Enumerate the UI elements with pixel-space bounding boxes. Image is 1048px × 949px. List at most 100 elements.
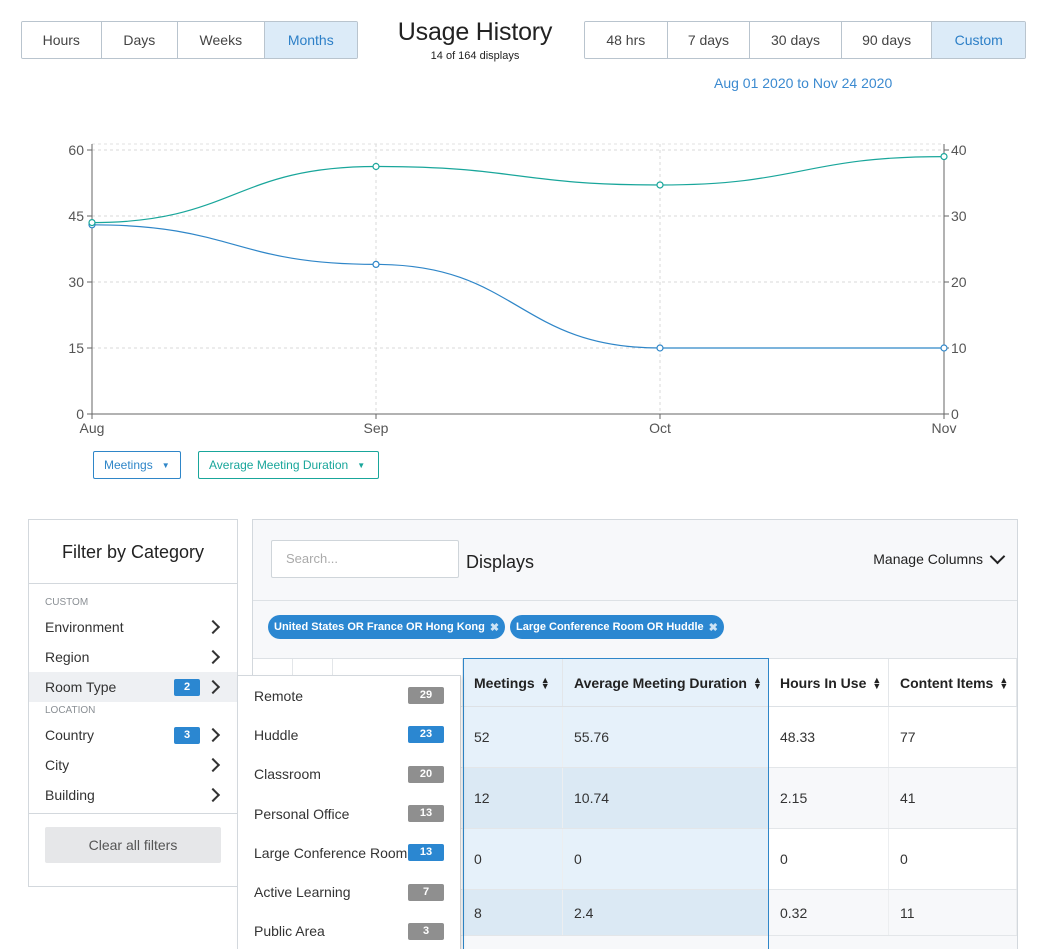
table-row[interactable]: 0 0 0 0 xyxy=(253,829,1017,890)
y-tick-label-right: 10 xyxy=(951,340,967,356)
y-tick-label-left: 45 xyxy=(68,208,84,224)
range-7days-button[interactable]: 7 days xyxy=(667,22,751,58)
remove-tag-icon[interactable]: ✖ xyxy=(489,621,500,634)
filter-item-city[interactable]: City xyxy=(29,750,237,780)
col-header-avg-duration[interactable]: Average Meeting Duration ▲ ▼ xyxy=(563,659,769,706)
active-filters: United States OR France OR Hong Kong ✖ L… xyxy=(253,600,1017,658)
filter-item-label: City xyxy=(45,757,70,773)
date-range-group: 48 hrs 7 days 30 days 90 days Custom xyxy=(584,21,1026,59)
col-header-label: Average Meeting Duration xyxy=(574,674,747,691)
room-type-option[interactable]: Large Conference Room 13 xyxy=(238,833,460,872)
filter-item-label: Environment xyxy=(45,619,124,635)
filter-count-badge: 3 xyxy=(174,726,200,744)
col-header-hours-in-use[interactable]: Hours In Use ▲ ▼ xyxy=(769,659,889,706)
option-count-badge: 20 xyxy=(408,765,444,783)
range-90days-button[interactable]: 90 days xyxy=(841,22,933,58)
table-row[interactable]: 52 55.76 48.33 77 xyxy=(253,707,1017,768)
option-count-badge: 3 xyxy=(408,922,444,940)
row-cell xyxy=(333,829,463,889)
option-count-badge: 23 xyxy=(408,726,444,744)
y-tick-label-left: 0 xyxy=(76,406,84,422)
filter-title: Filter by Category xyxy=(29,520,237,584)
filter-item-label: Building xyxy=(45,787,95,803)
cell-avg-duration: 0 xyxy=(563,829,769,889)
right-series-label: Average Meeting Duration xyxy=(209,458,349,472)
chevron-right-icon xyxy=(205,787,221,803)
option-count-badge: 29 xyxy=(408,687,444,705)
data-point xyxy=(940,153,948,161)
chevron-down-icon xyxy=(989,548,1006,564)
filter-tag-room-type[interactable]: Large Conference Room OR Huddle ✖ xyxy=(510,615,724,639)
section-location-label: LOCATION xyxy=(45,705,96,716)
col-header-meetings[interactable]: Meetings ▲ ▼ xyxy=(463,659,563,706)
cell-content-items: 77 xyxy=(889,707,1017,767)
series-line xyxy=(91,224,944,349)
cell-avg-duration: 10.74 xyxy=(563,768,769,828)
clear-filters-button[interactable]: Clear all filters xyxy=(45,827,221,863)
months-button[interactable]: Months xyxy=(264,22,357,58)
remove-tag-icon[interactable]: ✖ xyxy=(708,621,718,634)
right-series-dropdown[interactable]: Average Meeting Duration ▼ xyxy=(198,451,379,479)
cell-meetings: 12 xyxy=(463,768,563,828)
cell-meetings: 0 xyxy=(463,829,563,889)
hours-button[interactable]: Hours xyxy=(22,22,102,58)
room-type-option[interactable]: Remote 29 xyxy=(238,676,460,715)
room-type-option[interactable]: Personal Office 13 xyxy=(238,794,460,833)
usage-chart: 0 15 30 45 60 0 10 20 30 40 Aug Sep Oct Nov xyxy=(68,142,967,436)
caret-down-icon: ▼ xyxy=(161,460,170,470)
chevron-right-icon xyxy=(205,649,221,665)
col-header-label: Content Items xyxy=(900,674,994,691)
sort-icon: ▲ ▼ xyxy=(999,674,1009,691)
x-tick-label: Oct xyxy=(649,420,671,436)
filter-item-region[interactable]: Region xyxy=(29,642,237,672)
data-point xyxy=(940,344,948,352)
y-tick-label-right: 30 xyxy=(951,208,967,224)
y-tick-label-right: 0 xyxy=(951,406,959,422)
data-point xyxy=(656,181,664,189)
cell-hours-in-use: 0.32 xyxy=(769,890,889,935)
x-tick-label: Sep xyxy=(364,420,389,436)
range-48hrs-button[interactable]: 48 hrs xyxy=(585,22,668,58)
option-label: Public Area xyxy=(254,923,325,940)
data-point xyxy=(656,344,664,352)
filter-tag-country[interactable]: United States OR France OR Hong Kong ✖ xyxy=(268,615,506,639)
filter-item-building[interactable]: Building xyxy=(29,780,237,810)
option-label: Large Conference Room xyxy=(254,844,408,861)
y-tick-label-left: 15 xyxy=(68,340,84,356)
series-line xyxy=(91,156,945,224)
date-range-link[interactable]: Aug 01 2020 to Nov 24 2020 xyxy=(714,75,893,91)
filter-item-country[interactable]: Country 3 xyxy=(29,720,237,750)
search-input[interactable]: Search... xyxy=(271,540,459,578)
days-button[interactable]: Days xyxy=(101,22,179,58)
filter-item-environment[interactable]: Environment xyxy=(29,612,237,642)
sort-icon: ▲ ▼ xyxy=(540,674,550,691)
cell-hours-in-use: 2.15 xyxy=(769,768,889,828)
manage-columns-button[interactable]: Manage Columns xyxy=(873,548,1006,567)
divider xyxy=(29,813,237,814)
filter-count-badge: 2 xyxy=(174,678,200,696)
col-header-content-items[interactable]: Content Items ▲ ▼ xyxy=(889,659,1017,706)
range-custom-button[interactable]: Custom xyxy=(932,22,1025,58)
displays-title: Displays xyxy=(466,552,535,572)
data-point xyxy=(372,162,380,171)
y-tick-label-left: 30 xyxy=(68,274,84,290)
room-type-option[interactable]: Public Area 3 xyxy=(238,912,460,949)
room-type-option[interactable]: Huddle 23 xyxy=(238,715,460,754)
cell-content-items: 11 xyxy=(889,890,1017,935)
filter-item-room-type[interactable]: Room Type 2 xyxy=(29,672,237,702)
range-30days-button[interactable]: 30 days xyxy=(750,22,842,58)
cell-avg-duration: 2.4 xyxy=(563,890,769,935)
room-type-option[interactable]: Active Learning 7 xyxy=(238,872,460,911)
cell-meetings: 52 xyxy=(463,707,563,767)
option-label: Huddle xyxy=(254,726,299,743)
option-label: Classroom xyxy=(254,766,321,783)
cell-content-items: 0 xyxy=(889,829,1017,889)
left-series-dropdown[interactable]: Meetings ▼ xyxy=(93,451,181,479)
weeks-button[interactable]: Weeks xyxy=(178,22,265,58)
data-point xyxy=(372,260,380,268)
option-count-badge: 7 xyxy=(408,883,444,901)
room-type-option[interactable]: Classroom 20 xyxy=(238,755,460,794)
chevron-right-icon xyxy=(205,619,221,635)
filter-panel: Filter by Category CUSTOM Environment Re… xyxy=(28,519,238,887)
option-label: Remote xyxy=(254,687,304,704)
